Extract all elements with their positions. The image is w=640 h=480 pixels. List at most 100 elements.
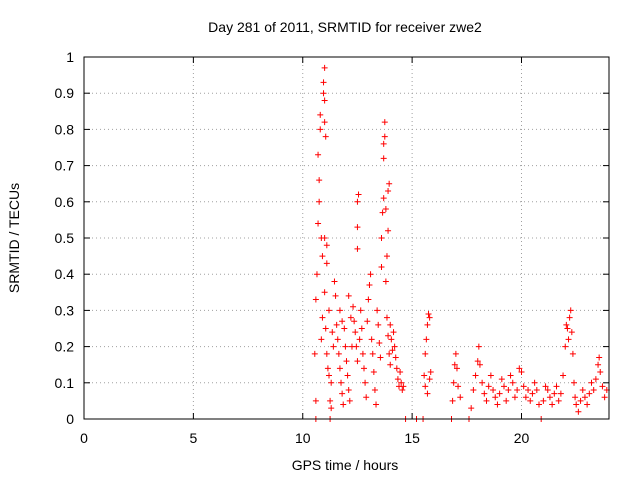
data-point bbox=[568, 329, 575, 336]
data-point bbox=[321, 97, 328, 104]
data-point bbox=[323, 260, 330, 267]
data-point bbox=[376, 339, 383, 346]
y-tick-labels: 0 0.1 0.2 0.3 0.4 0.5 0.6 0.7 0.8 0.9 1 bbox=[55, 49, 75, 427]
data-point bbox=[320, 90, 327, 97]
data-point bbox=[351, 318, 358, 325]
data-point bbox=[518, 368, 525, 375]
data-point bbox=[361, 365, 367, 372]
data-point bbox=[560, 372, 567, 379]
data-point bbox=[567, 307, 574, 314]
axis-ticks bbox=[83, 56, 609, 420]
data-point bbox=[494, 401, 501, 408]
x-axis-label: GPS time / hours bbox=[292, 457, 399, 473]
data-point bbox=[424, 321, 431, 328]
data-point bbox=[321, 64, 328, 71]
data-point bbox=[380, 195, 387, 202]
data-point bbox=[382, 206, 389, 213]
data-point bbox=[597, 368, 604, 375]
data-point bbox=[346, 397, 353, 404]
data-point bbox=[569, 350, 576, 357]
y-tick-label: 0.7 bbox=[55, 158, 75, 174]
data-point bbox=[392, 354, 399, 361]
data-point bbox=[584, 401, 591, 408]
data-point bbox=[386, 350, 393, 357]
data-point bbox=[315, 151, 322, 158]
data-point bbox=[595, 361, 602, 368]
data-point bbox=[368, 336, 375, 343]
data-point bbox=[371, 387, 378, 394]
data-point bbox=[385, 332, 392, 339]
data-point bbox=[373, 401, 380, 408]
data-point bbox=[601, 394, 608, 401]
data-point bbox=[505, 387, 512, 394]
data-point bbox=[345, 387, 352, 394]
data-point bbox=[359, 350, 366, 357]
data-point bbox=[386, 180, 393, 187]
data-point bbox=[474, 358, 481, 365]
data-point bbox=[329, 329, 336, 336]
data-point bbox=[475, 343, 482, 350]
data-point bbox=[383, 314, 390, 321]
data-point bbox=[527, 397, 534, 404]
y-tick-label: 0.5 bbox=[55, 230, 75, 246]
data-point bbox=[450, 379, 457, 386]
y-tick-label: 0.4 bbox=[55, 266, 75, 282]
data-point bbox=[311, 350, 318, 357]
data-point bbox=[470, 387, 477, 394]
data-point bbox=[319, 253, 326, 260]
data-point bbox=[588, 379, 595, 386]
data-point bbox=[378, 235, 385, 241]
grid-lines bbox=[84, 57, 609, 419]
data-point bbox=[341, 325, 348, 332]
data-point bbox=[579, 387, 586, 394]
data-point bbox=[339, 318, 346, 325]
data-point bbox=[343, 358, 350, 365]
data-point bbox=[324, 365, 331, 372]
data-point bbox=[490, 387, 497, 394]
data-point bbox=[340, 401, 347, 408]
data-point bbox=[562, 343, 569, 350]
data-point bbox=[380, 155, 387, 162]
data-point bbox=[381, 133, 388, 140]
data-point bbox=[357, 307, 364, 314]
data-point bbox=[364, 318, 371, 325]
data-point bbox=[313, 271, 320, 278]
y-axis-label: SRMTID / TECUs bbox=[6, 183, 22, 293]
data-point bbox=[551, 390, 558, 397]
data-point bbox=[599, 383, 606, 390]
data-point bbox=[389, 347, 396, 354]
data-point bbox=[393, 365, 400, 372]
data-point bbox=[358, 325, 365, 332]
data-point bbox=[468, 405, 475, 412]
data-point bbox=[566, 314, 573, 321]
data-point bbox=[394, 376, 401, 383]
y-tick-label: 0.2 bbox=[55, 339, 75, 355]
data-points bbox=[311, 64, 610, 422]
data-point bbox=[317, 111, 324, 118]
data-point bbox=[487, 372, 494, 379]
data-point bbox=[581, 394, 588, 401]
data-point bbox=[345, 292, 352, 299]
data-point bbox=[332, 292, 339, 299]
data-point bbox=[557, 390, 564, 397]
data-point bbox=[339, 390, 346, 397]
data-point bbox=[365, 296, 372, 303]
data-point bbox=[385, 227, 392, 234]
data-point bbox=[516, 365, 523, 372]
data-point bbox=[323, 350, 330, 357]
data-point bbox=[544, 387, 551, 394]
data-point bbox=[312, 296, 319, 303]
data-point bbox=[565, 336, 572, 343]
data-point bbox=[383, 253, 390, 260]
data-point bbox=[321, 235, 328, 241]
data-point bbox=[397, 368, 404, 375]
y-tick-label: 0.9 bbox=[55, 85, 75, 101]
data-point bbox=[520, 383, 527, 390]
data-point bbox=[509, 379, 516, 386]
data-point bbox=[331, 278, 338, 285]
data-point bbox=[449, 397, 456, 404]
data-point bbox=[457, 394, 464, 401]
data-point bbox=[427, 368, 434, 375]
x-tick-label: 20 bbox=[514, 430, 530, 446]
chart-title: Day 281 of 2011, SRMTID for receiver zwe… bbox=[208, 19, 482, 35]
